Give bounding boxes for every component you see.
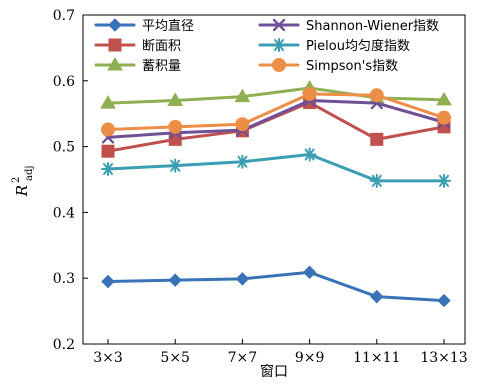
series-3	[100, 80, 452, 109]
data-point	[369, 88, 384, 103]
legend-item: 断面积	[94, 38, 181, 54]
legend-label: Shannon-Wiener指数	[306, 19, 439, 34]
series-6	[101, 86, 451, 137]
data-series	[100, 80, 452, 308]
data-point	[168, 119, 183, 134]
legend-item: 平均直径	[94, 18, 194, 34]
data-point	[101, 122, 115, 137]
y-tick-label: 0.3	[53, 271, 75, 287]
data-point	[436, 91, 452, 106]
data-point	[437, 110, 451, 125]
x-axis-title: 窗口	[260, 363, 288, 380]
legend-marker	[107, 57, 123, 71]
legend-item: Pielou均匀度指数	[258, 38, 410, 54]
data-point	[100, 95, 116, 109]
series-line	[106, 270, 446, 303]
series-line	[106, 99, 446, 139]
series-line	[106, 92, 446, 131]
x-tick: 7×7	[228, 339, 258, 366]
x-tick: 9×9	[295, 339, 325, 366]
y-tick: 0.6	[53, 74, 88, 90]
y-axis-label-superscript: 2	[11, 177, 22, 183]
y-tick: 0.2	[53, 337, 88, 353]
series-1	[101, 265, 451, 308]
y-tick-label: 0.5	[53, 140, 75, 156]
data-point	[101, 144, 115, 158]
y-tick-label: 0.4	[53, 205, 75, 221]
x-tick-label: 13×13	[420, 350, 467, 366]
x-tick: 5×5	[160, 339, 190, 366]
data-point	[370, 289, 384, 304]
legend-marker	[272, 58, 286, 72]
data-point	[101, 274, 115, 289]
legend-label: 断面积	[142, 39, 181, 54]
data-point	[235, 154, 250, 169]
legend-label: 平均直径	[142, 19, 194, 34]
data-point	[437, 293, 451, 308]
data-point	[168, 158, 183, 173]
y-axis-title: R 2 adj	[11, 166, 35, 198]
legend-label: Simpson's指数	[306, 59, 398, 74]
x-tick: 13×13	[420, 339, 468, 366]
data-point	[235, 117, 250, 132]
x-tick-label: 5×5	[160, 350, 190, 366]
data-point	[302, 86, 317, 101]
x-tick: 3×3	[93, 339, 123, 366]
legend-label: 蓄积量	[142, 59, 181, 74]
legend-label: Pielou均匀度指数	[306, 38, 410, 54]
series-line	[106, 152, 446, 183]
legend-marker	[108, 38, 122, 52]
data-point	[168, 132, 182, 146]
x-tick-label: 11×11	[353, 350, 400, 366]
series-5	[101, 147, 451, 188]
data-point	[437, 173, 451, 188]
x-tick-label: 7×7	[228, 350, 258, 366]
x-axis-ticks: 3×3 5×5 7×7 9×9 11×11 13×13	[93, 339, 468, 366]
y-tick: 0.4	[53, 205, 88, 221]
legend-marker	[108, 18, 122, 32]
y-tick-label: 0.6	[53, 74, 75, 90]
y-axis-ticks: 0.2 0.3 0.4 0.5 0.6 0.7	[53, 8, 88, 353]
y-tick-label: 0.2	[53, 337, 75, 353]
data-point	[302, 265, 317, 279]
data-point	[168, 273, 182, 287]
axes	[82, 14, 466, 345]
x-tick-label: 3×3	[93, 350, 123, 366]
y-axis-label-subscript: adj	[24, 166, 35, 181]
legend-marker	[272, 18, 286, 32]
y-axis-label-main: R	[13, 185, 31, 197]
y-tick: 0.5	[53, 140, 88, 156]
data-point	[234, 88, 251, 103]
legend-item: 蓄积量	[94, 57, 181, 74]
y-tick: 0.7	[53, 8, 88, 24]
data-point	[235, 272, 250, 286]
y-tick: 0.3	[53, 271, 88, 287]
data-point	[370, 132, 384, 146]
x-tick-label: 9×9	[295, 350, 325, 366]
plot-frame	[82, 14, 466, 345]
legend-marker	[272, 38, 286, 52]
data-point	[101, 161, 115, 176]
y-tick-label: 0.7	[53, 8, 75, 24]
data-point	[167, 92, 184, 107]
x-tick: 11×11	[353, 339, 400, 366]
legend-item: Simpson's指数	[258, 58, 398, 74]
legend-item: Shannon-Wiener指数	[258, 18, 439, 34]
data-point	[302, 147, 317, 162]
data-point	[369, 173, 384, 188]
